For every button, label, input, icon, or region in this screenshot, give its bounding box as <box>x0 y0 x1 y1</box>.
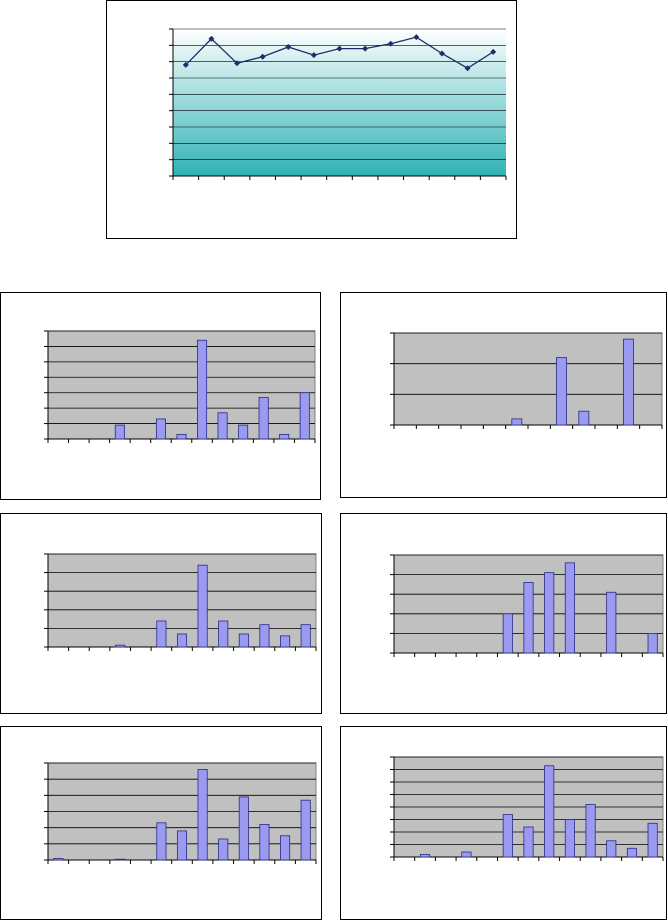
line-chart-frame <box>106 0 517 239</box>
bar <box>197 339 208 440</box>
bar-chart-4 <box>390 554 664 657</box>
bar <box>114 424 125 440</box>
bar <box>218 838 229 861</box>
bar <box>419 854 431 858</box>
bar-chart-frame-2 <box>340 292 667 498</box>
bar <box>279 433 290 440</box>
bar <box>155 418 166 440</box>
bar <box>461 851 472 858</box>
data-point <box>285 43 292 50</box>
bar <box>259 824 270 861</box>
bar <box>53 857 64 861</box>
bar <box>502 613 513 654</box>
bar <box>156 822 167 861</box>
plot-area <box>393 332 663 426</box>
data-point <box>182 61 189 68</box>
bar-chart-frame-3 <box>0 513 322 714</box>
bar-chart-5 <box>44 762 317 864</box>
bar <box>300 799 311 861</box>
bar <box>626 847 638 858</box>
bar <box>300 624 311 648</box>
data-point <box>310 52 317 59</box>
bar-chart-1 <box>44 330 316 443</box>
bar <box>259 624 270 648</box>
bar <box>578 410 590 426</box>
bar <box>564 562 575 654</box>
data-point <box>336 45 343 52</box>
data-point <box>464 65 471 72</box>
plot-area <box>47 330 316 440</box>
bar <box>606 840 617 858</box>
bar <box>280 635 291 648</box>
bar-chart-frame-6 <box>340 726 667 920</box>
data-point <box>438 50 445 57</box>
data-point <box>208 35 215 42</box>
bar-chart-2 <box>390 332 663 429</box>
bar <box>511 418 523 426</box>
bar <box>115 858 126 861</box>
bar <box>564 819 575 858</box>
bar <box>238 633 249 648</box>
bar <box>556 357 567 426</box>
bar-chart-6 <box>390 756 664 861</box>
bar <box>606 591 617 654</box>
bar <box>299 392 310 440</box>
bar <box>218 620 229 648</box>
bar-chart-frame-1 <box>0 292 321 500</box>
data-point <box>259 53 266 60</box>
bar <box>544 572 555 654</box>
bar <box>115 644 126 648</box>
bar <box>623 338 634 426</box>
bar <box>197 769 208 861</box>
bar-chart-frame-4 <box>340 513 667 714</box>
bar <box>544 765 555 858</box>
bar <box>502 814 513 858</box>
bar <box>197 564 208 648</box>
plot-area <box>173 29 506 176</box>
bar <box>238 424 249 440</box>
bar <box>647 633 658 654</box>
bar <box>585 804 596 858</box>
bar <box>523 826 534 858</box>
bar-chart-3 <box>44 553 317 651</box>
data-point <box>413 34 420 41</box>
data-point <box>490 48 497 55</box>
bar-chart-frame-5 <box>0 726 322 920</box>
bar <box>280 835 291 861</box>
bar <box>647 822 658 858</box>
bar <box>176 633 188 648</box>
data-point <box>387 40 394 47</box>
bar <box>238 796 249 861</box>
data-point <box>234 60 241 67</box>
bar <box>258 396 269 440</box>
data-point <box>362 45 369 52</box>
bar <box>176 830 188 861</box>
bar <box>176 433 187 440</box>
plot-area <box>47 553 317 648</box>
line-chart <box>169 28 507 180</box>
bar <box>523 582 534 654</box>
bar <box>217 412 228 440</box>
bar <box>156 620 167 648</box>
